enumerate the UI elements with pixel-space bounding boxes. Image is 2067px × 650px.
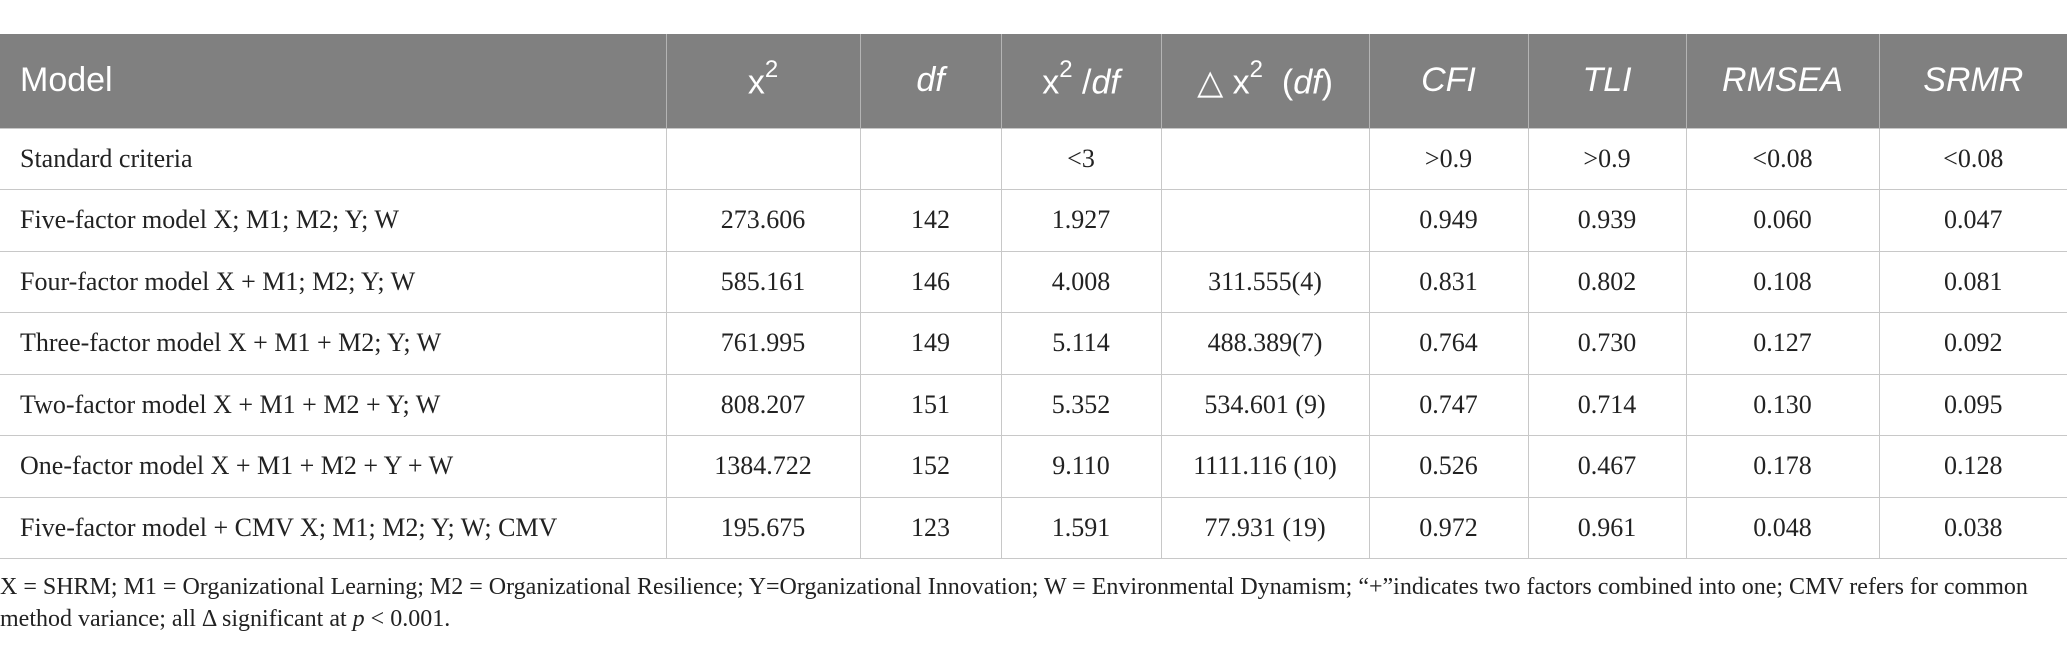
header-rmsea: RMSEA: [1685, 34, 1879, 128]
cell-df: 123: [859, 496, 1002, 559]
cell-df: 151: [859, 373, 1002, 436]
header-cfi: CFI: [1368, 34, 1528, 128]
cell-cfi: 0.972: [1368, 496, 1529, 559]
cell-chi-square: 1384.722: [665, 435, 861, 498]
cell-delta-chi-square: 488.389(7): [1160, 312, 1370, 375]
cell-chi-square: 195.675: [665, 496, 861, 559]
cell-model: One-factor model X + M1 + M2 + Y + W: [0, 435, 667, 498]
cell-chi-square-over-df: 4.008: [1000, 250, 1162, 313]
cell-chi-square-over-df: 5.114: [1000, 312, 1162, 375]
cell-srmr: <0.08: [1878, 127, 2067, 190]
cell-model: Four-factor model X + M1; M2; Y; W: [0, 250, 667, 313]
table-row: Four-factor model X + M1; M2; Y; W 585.1…: [0, 250, 2067, 313]
cell-tli: 0.714: [1527, 373, 1687, 436]
cell-cfi: 0.747: [1368, 373, 1529, 436]
cell-chi-square: 273.606: [665, 189, 861, 252]
header-model: Model: [20, 61, 113, 100]
table-header: Model x2 df x2 /df △ x2 (df) CFI TLI RMS…: [0, 34, 2067, 128]
cell-srmr: 0.095: [1878, 373, 2067, 436]
table-row: Five-factor model + CMV X; M1; M2; Y; W;…: [0, 496, 2067, 559]
cell-model: Two-factor model X + M1 + M2 + Y; W: [0, 373, 667, 436]
cell-df: 149: [859, 312, 1002, 375]
header-row: Model x2 df x2 /df △ x2 (df) CFI TLI RMS…: [0, 34, 2067, 128]
cell-delta-chi-square: 311.555(4): [1160, 250, 1370, 313]
table-row: Three-factor model X + M1 + M2; Y; W 761…: [0, 312, 2067, 375]
cell-delta-chi-square: [1160, 189, 1370, 252]
cell-rmsea: 0.130: [1685, 373, 1880, 436]
cell-tli: >0.9: [1527, 127, 1687, 190]
cell-chi-square-over-df: 9.110: [1000, 435, 1162, 498]
header-srmr: SRMR: [1878, 34, 2067, 128]
cell-cfi: >0.9: [1368, 127, 1529, 190]
model-fit-table: Model x2 df x2 /df △ x2 (df) CFI TLI RMS…: [0, 34, 2067, 559]
cell-chi-square: 585.161: [665, 250, 861, 313]
cell-model: Three-factor model X + M1 + M2; Y; W: [0, 312, 667, 375]
cell-df: 146: [859, 250, 1002, 313]
header-delta-chi-square: △ x2 (df): [1160, 34, 1369, 128]
cell-rmsea: <0.08: [1685, 127, 1880, 190]
table-row: One-factor model X + M1 + M2 + Y + W 138…: [0, 435, 2067, 498]
cell-srmr: 0.092: [1878, 312, 2067, 375]
cell-delta-chi-square: 534.601 (9): [1160, 373, 1370, 436]
cell-model: Standard criteria: [0, 127, 667, 190]
cell-cfi: 0.949: [1368, 189, 1529, 252]
cell-delta-chi-square: [1160, 127, 1370, 190]
cell-rmsea: 0.060: [1685, 189, 1880, 252]
cell-rmsea: 0.127: [1685, 312, 1880, 375]
cell-tli: 0.730: [1527, 312, 1687, 375]
cell-srmr: 0.038: [1878, 496, 2067, 559]
header-tli: TLI: [1527, 34, 1686, 128]
table-body: Standard criteria <3 >0.9 >0.9 <0.08 <0.…: [0, 127, 2067, 559]
cell-df: 142: [859, 189, 1002, 252]
cell-delta-chi-square: 1111.116 (10): [1160, 435, 1370, 498]
cell-chi-square: [665, 127, 861, 190]
cell-rmsea: 0.178: [1685, 435, 1880, 498]
cell-chi-square: 761.995: [665, 312, 861, 375]
cell-rmsea: 0.108: [1685, 250, 1880, 313]
table-row: Two-factor model X + M1 + M2 + Y; W 808.…: [0, 373, 2067, 436]
header-chi-square: x2: [665, 34, 860, 128]
header-chi-square-over-df: x2 /df: [1000, 34, 1161, 128]
cell-cfi: 0.526: [1368, 435, 1529, 498]
cell-chi-square-over-df: 1.927: [1000, 189, 1162, 252]
cell-srmr: 0.081: [1878, 250, 2067, 313]
table-row: Five-factor model X; M1; M2; Y; W 273.60…: [0, 189, 2067, 252]
cell-chi-square-over-df: <3: [1000, 127, 1162, 190]
cell-df: [859, 127, 1002, 190]
cell-rmsea: 0.048: [1685, 496, 1880, 559]
cell-srmr: 0.047: [1878, 189, 2067, 252]
cell-delta-chi-square: 77.931 (19): [1160, 496, 1370, 559]
cell-chi-square-over-df: 1.591: [1000, 496, 1162, 559]
cell-tli: 0.939: [1527, 189, 1687, 252]
cell-cfi: 0.764: [1368, 312, 1529, 375]
cell-tli: 0.802: [1527, 250, 1687, 313]
cell-df: 152: [859, 435, 1002, 498]
cell-tli: 0.961: [1527, 496, 1687, 559]
cell-chi-square-over-df: 5.352: [1000, 373, 1162, 436]
table-wrapper: Model x2 df x2 /df △ x2 (df) CFI TLI RMS…: [0, 34, 2067, 559]
header-df: df: [859, 34, 1001, 128]
cell-chi-square: 808.207: [665, 373, 861, 436]
cell-tli: 0.467: [1527, 435, 1687, 498]
cell-model: Five-factor model X; M1; M2; Y; W: [0, 189, 667, 252]
cell-model: Five-factor model + CMV X; M1; M2; Y; W;…: [0, 496, 667, 559]
table-row: Standard criteria <3 >0.9 >0.9 <0.08 <0.…: [0, 127, 2067, 190]
table-footnote: X = SHRM; M1 = Organizational Learning; …: [0, 574, 2028, 632]
cell-cfi: 0.831: [1368, 250, 1529, 313]
cell-srmr: 0.128: [1878, 435, 2067, 498]
